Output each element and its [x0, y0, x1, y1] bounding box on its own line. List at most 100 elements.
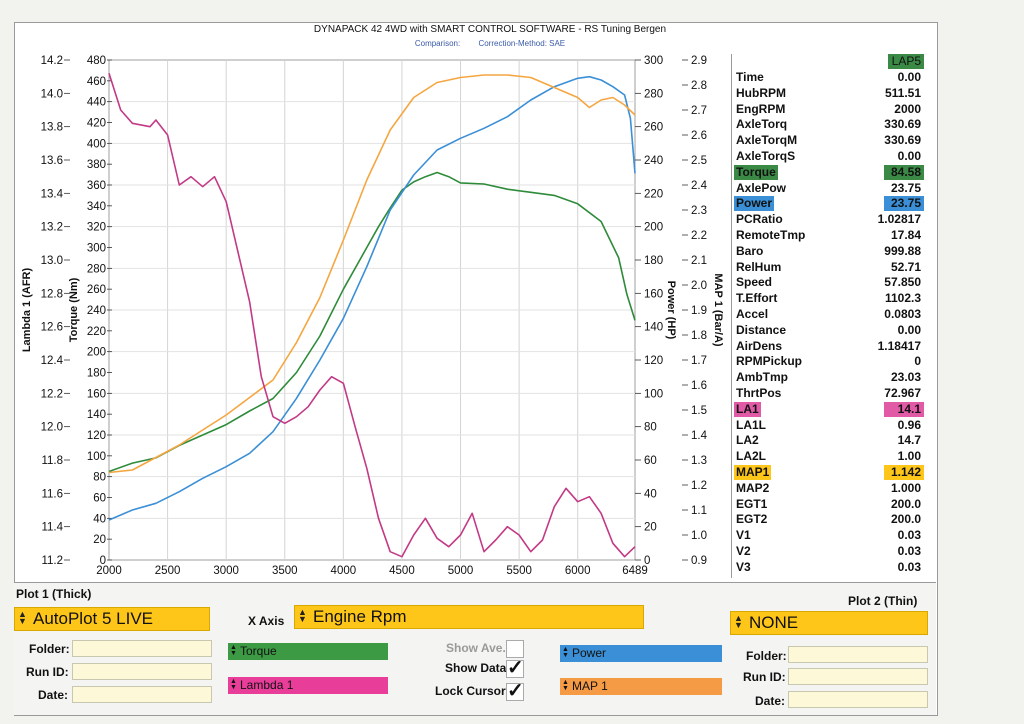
panel-row: Speed 57.850 — [732, 275, 928, 290]
y-tick-label: 0 — [644, 555, 650, 567]
plot1-date-label: Date: — [38, 688, 69, 702]
panel-row: Accel 0.0803 — [732, 307, 928, 322]
y-tick-label: 240 — [87, 305, 106, 317]
dyno-chart[interactable]: 2000 2500 3000 3500 4000 4500 5000 5500 6000 6489… — [14, 48, 734, 580]
x-tick-label: 3000 — [213, 565, 239, 577]
panel-row: RemoteTmp 17.84 — [732, 228, 928, 243]
y-tick-label: 12.6 — [41, 322, 63, 334]
panel-row: EGT2 200.0 — [732, 512, 928, 527]
panel-row: Baro 999.88 — [732, 244, 928, 259]
plot1-title: Plot 1 (Thick) — [16, 587, 92, 601]
plot2-select[interactable]: ▲ ▼ NONE — [730, 611, 928, 635]
y-tick-label: 2.7 — [691, 105, 707, 117]
y-tick-label: 100 — [87, 451, 106, 463]
panel-value: 52.71 — [890, 259, 921, 274]
plot2-folder-label: Folder: — [746, 649, 787, 663]
show-data-label: Show Data — [445, 661, 507, 675]
channel-torque-select[interactable]: ▲ ▼ Torque — [228, 643, 388, 660]
panel-value: 23.75 — [890, 180, 921, 195]
panel-label: EGT1 — [736, 496, 768, 511]
plot2-date-label: Date: — [755, 694, 786, 708]
panel-label: V3 — [736, 559, 751, 574]
channel-map-select[interactable]: ▲ ▼ MAP 1 — [560, 678, 722, 695]
chart-grid — [108, 59, 636, 561]
y-tick-label: 380 — [87, 159, 106, 171]
lock-cursor-checkbox[interactable]: ✓ — [506, 681, 524, 701]
y-tick-label: 280 — [644, 88, 663, 100]
panel-label: V2 — [736, 544, 751, 558]
y-tick-label: 11.8 — [41, 455, 63, 467]
updown-arrow-icon: ▲ ▼ — [298, 607, 307, 624]
y-tick-label: 120 — [87, 430, 106, 442]
x-tick-label: 3500 — [272, 565, 298, 577]
plot2-runid-label: Run ID: — [743, 670, 786, 684]
panel-value: 1.00 — [897, 449, 921, 464]
y-tick-label: 12.4 — [41, 355, 64, 367]
panel-label: AxleTorqS — [736, 149, 796, 163]
show-average-checkbox[interactable] — [506, 640, 524, 658]
live-data-panel: LAP5 Time 0.00 HubRPM 511.51 EngRPM 2000 AxleTo… — [731, 54, 928, 578]
panel-value: 0.03 — [897, 528, 921, 543]
y-tick-label: 420 — [87, 118, 106, 130]
plot2-runid-field[interactable] — [788, 668, 928, 685]
panel-value: 17.84 — [890, 228, 921, 242]
y-tick-label: 1.3 — [691, 455, 707, 467]
chart-axes: 2000 2500 3000 3500 4000 4500 5000 5500 6000 6489… — [21, 55, 724, 577]
y-tick-label: 0 — [100, 555, 106, 567]
y-tick-label: 13.8 — [41, 122, 63, 134]
x-tick-label: 6489 — [622, 565, 648, 577]
updown-arrow-icon: ▲ ▼ — [230, 678, 237, 691]
channel-lambda-select[interactable]: ▲ ▼ Lambda 1 — [228, 677, 388, 694]
plot1-date-field[interactable] — [72, 686, 212, 703]
panel-row: V2 0.03 — [732, 544, 928, 559]
panel-label: Time — [736, 70, 764, 84]
panel-value: 57.850 — [884, 275, 921, 290]
updown-arrow-icon: ▲ ▼ — [734, 613, 743, 630]
updown-arrow-icon: ▲ ▼ — [562, 679, 569, 692]
plot2-value: NONE — [749, 613, 799, 632]
panel-row: T.Effort 1102.3 — [732, 291, 928, 306]
plot2-folder-field[interactable] — [788, 646, 928, 663]
y-tick-label: 200 — [644, 222, 663, 234]
panel-label: RemoteTmp — [736, 228, 806, 242]
panel-label: RelHum — [736, 259, 782, 274]
panel-label: MAP2 — [736, 480, 770, 495]
y-tick-label: 12.0 — [41, 422, 63, 434]
y-tick-label: 140 — [644, 322, 663, 334]
panel-row: LA1 14.1 — [732, 401, 928, 417]
y-tick-label: 100 — [644, 388, 663, 400]
x-tick-label: 5000 — [448, 565, 474, 577]
panel-label: AxleTorq — [736, 117, 788, 132]
y-tick-label: 1.0 — [691, 530, 707, 542]
y-tick-label: 20 — [644, 522, 657, 534]
x-tick-label: 5500 — [506, 565, 532, 577]
plot2-date-field[interactable] — [788, 691, 928, 708]
y-tick-label: 13.0 — [41, 255, 63, 267]
y-tick-label: 1.2 — [691, 480, 707, 492]
y-tick-label: 2.8 — [691, 80, 707, 92]
report-title: DYNAPACK 42 4WD with SMART CONTROL SOFTW… — [313, 24, 667, 35]
torque-axis-title: Torque (Nm) — [68, 277, 80, 342]
y-tick-label: 1.1 — [691, 505, 707, 517]
channel-power-select[interactable]: ▲ ▼ Power — [560, 645, 722, 662]
panel-row: Power 23.75 — [732, 196, 928, 212]
panel-value: 0.96 — [897, 417, 921, 432]
panel-row: Time 0.00 — [732, 70, 928, 85]
series-power-line — [108, 75, 636, 521]
panel-row: EGT1 200.0 — [732, 497, 928, 512]
show-data-checkbox[interactable]: ✓ — [506, 657, 524, 679]
panel-label: HubRPM — [736, 85, 786, 100]
panel-run-name: LAP5 — [888, 54, 924, 69]
plot1-folder-field[interactable] — [72, 640, 212, 657]
checkmark-icon: ✓ — [507, 657, 524, 679]
panel-value: 72.967 — [884, 386, 921, 400]
y-tick-label: 280 — [87, 263, 106, 275]
panel-row: LA1L 0.96 — [732, 418, 928, 433]
y-tick-label: 160 — [644, 288, 663, 300]
plot1-runid-field[interactable] — [72, 663, 212, 680]
plot1-select[interactable]: ▲ ▼ AutoPlot 5 LIVE — [14, 607, 210, 631]
xaxis-value: Engine Rpm — [313, 607, 407, 626]
y-tick-label: 1.8 — [691, 330, 707, 342]
x-tick-label: 4500 — [389, 565, 415, 577]
xaxis-select[interactable]: ▲ ▼ Engine Rpm — [294, 605, 644, 629]
